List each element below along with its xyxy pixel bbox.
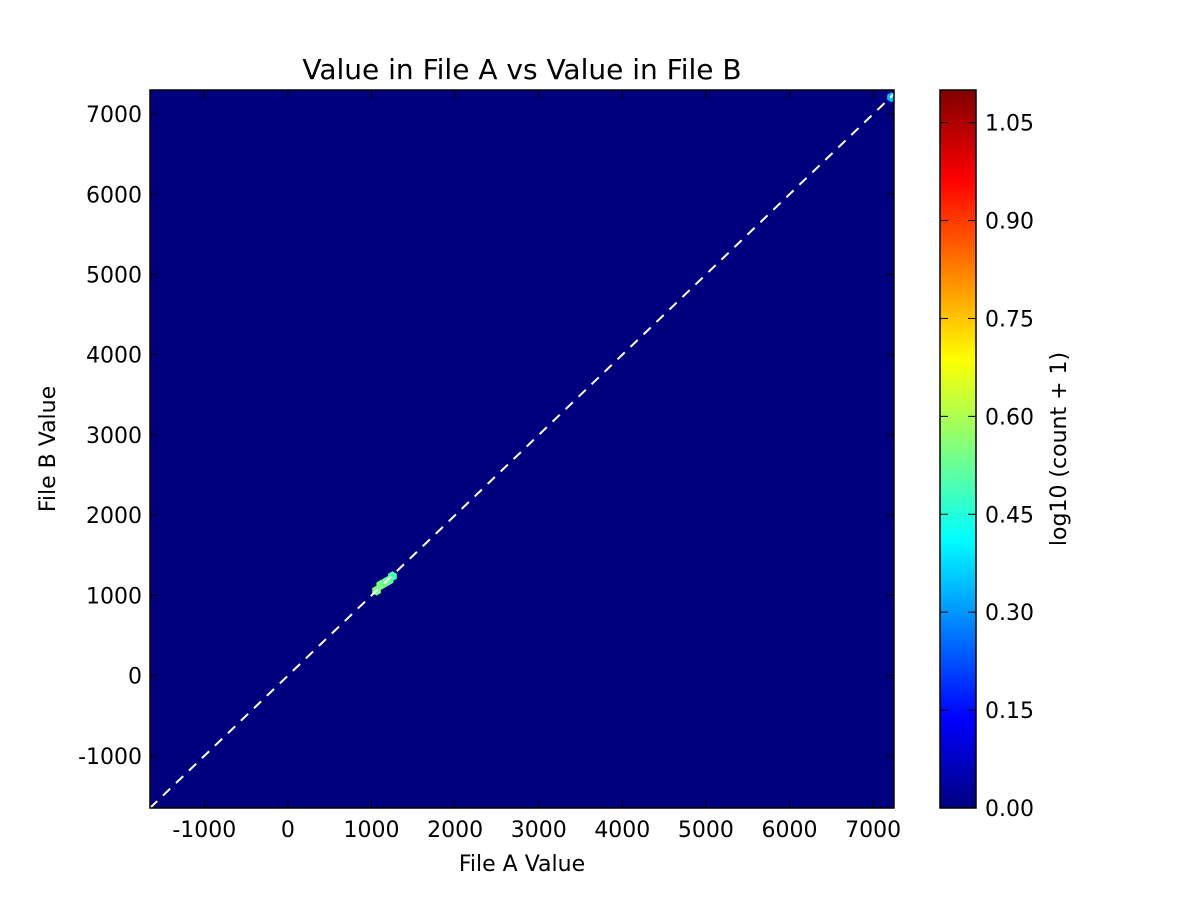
colorbar-tick-label: 0.00 bbox=[985, 797, 1034, 822]
colorbar-tick-label: 0.60 bbox=[985, 405, 1034, 430]
x-tick-label: 6000 bbox=[762, 818, 818, 843]
x-tick-label: 2000 bbox=[427, 818, 483, 843]
colorbar-ticks: 0.00 0.15 0.30 0.45 0.60 0.75 0.90 1.05 bbox=[940, 112, 1034, 822]
x-axis-label: File A Value bbox=[459, 852, 585, 877]
chart-title: Value in File A vs Value in File B bbox=[302, 53, 741, 86]
colorbar-tick-label: 0.90 bbox=[985, 210, 1034, 235]
y-tick-label: -1000 bbox=[78, 745, 142, 770]
y-tick-label: 6000 bbox=[86, 183, 142, 208]
x-tick-label: 1000 bbox=[344, 818, 400, 843]
colorbar-tick-label: 0.75 bbox=[985, 307, 1034, 332]
axis-tick-labels: -1000 0 1000 2000 3000 4000 5000 6000 7000 -1000 0… bbox=[78, 103, 901, 843]
colorbar-tick-label: 0.15 bbox=[985, 699, 1034, 724]
y-tick-label: 7000 bbox=[86, 103, 142, 128]
y-tick-label: 0 bbox=[128, 665, 142, 690]
x-tick-label: 7000 bbox=[845, 818, 901, 843]
y-tick-label: 2000 bbox=[86, 504, 142, 529]
colorbar bbox=[939, 89, 977, 809]
y-tick-label: 4000 bbox=[86, 344, 142, 369]
colorbar-tick-label: 0.30 bbox=[985, 601, 1034, 626]
x-tick-label: 4000 bbox=[594, 818, 650, 843]
x-tick-label: 5000 bbox=[678, 818, 734, 843]
y-tick-label: 5000 bbox=[86, 264, 142, 289]
y-tick-label: 3000 bbox=[86, 424, 142, 449]
identity-line bbox=[149, 93, 895, 809]
x-tick-label: -1000 bbox=[172, 818, 236, 843]
colorbar-label: log10 (count + 1) bbox=[1047, 352, 1072, 546]
colorbar-tick-label: 0.45 bbox=[985, 503, 1034, 528]
y-axis-label: File B Value bbox=[36, 386, 61, 512]
axis-ticks bbox=[150, 90, 894, 808]
x-tick-label: 3000 bbox=[511, 818, 567, 843]
y-tick-label: 1000 bbox=[86, 584, 142, 609]
plot-area bbox=[150, 90, 894, 808]
colorbar-tick-label: 1.05 bbox=[985, 112, 1034, 137]
plot-frame bbox=[149, 89, 895, 809]
x-tick-label: 0 bbox=[281, 818, 295, 843]
